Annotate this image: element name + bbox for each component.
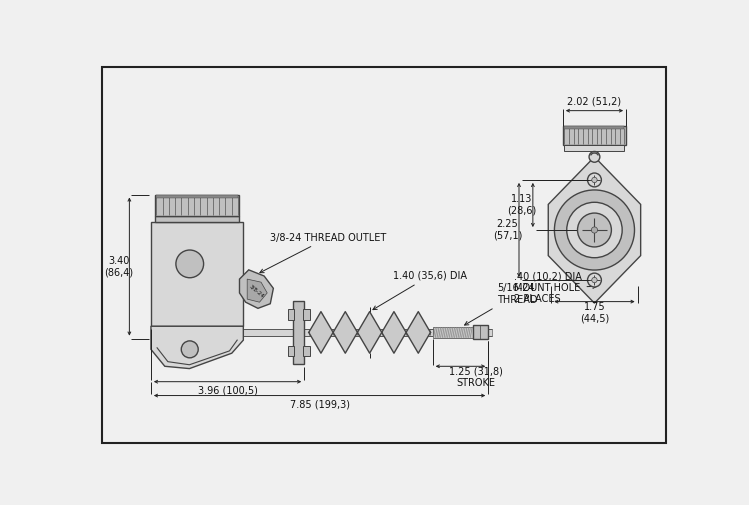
Text: 3/8-24 THREAD OUTLET: 3/8-24 THREAD OUTLET [260,232,386,273]
Text: 1.13
(28,6): 1.13 (28,6) [506,194,536,216]
Text: 2.25
(57,1): 2.25 (57,1) [493,219,522,241]
Circle shape [589,152,600,162]
Circle shape [577,213,611,247]
Bar [294,301,304,364]
Text: 1.75
(44,5): 1.75 (44,5) [580,301,609,323]
Bar [288,345,294,357]
Polygon shape [548,157,640,303]
Circle shape [567,203,622,258]
Circle shape [592,227,598,233]
Bar [303,309,309,320]
Circle shape [587,273,601,287]
Text: 1.40 (35,6) DIA: 1.40 (35,6) DIA [373,271,467,310]
Circle shape [176,250,204,278]
Text: 3/8-24: 3/8-24 [248,284,265,299]
Bar [565,145,625,152]
Text: 1.25 (31,8)
STROKE: 1.25 (31,8) STROKE [449,366,503,388]
Bar [563,126,626,145]
Bar [157,194,238,197]
Polygon shape [247,279,267,302]
Circle shape [554,190,634,270]
Circle shape [587,173,601,187]
Polygon shape [309,312,431,353]
Circle shape [181,341,198,358]
Bar [303,345,309,357]
Bar [155,216,240,222]
Circle shape [592,177,597,183]
Text: 3.40
(86,4): 3.40 (86,4) [104,256,133,277]
Circle shape [592,277,597,283]
Polygon shape [151,326,243,369]
Bar [151,222,243,326]
Text: 5/16-24
THREAD: 5/16-24 THREAD [464,283,538,325]
Bar [473,326,488,339]
Bar [155,194,240,216]
Text: .40 (10,2) DIA
MOUNT HOLE
2 PLACES: .40 (10,2) DIA MOUNT HOLE 2 PLACES [514,271,597,305]
Text: 2.02 (51,2): 2.02 (51,2) [568,96,622,107]
Bar [243,329,492,336]
Bar [565,126,625,129]
Text: 3.96 (100,5): 3.96 (100,5) [198,386,258,396]
Bar [433,327,473,338]
Text: 7.85 (199,3): 7.85 (199,3) [290,400,350,410]
Polygon shape [240,270,273,309]
Bar [288,309,294,320]
